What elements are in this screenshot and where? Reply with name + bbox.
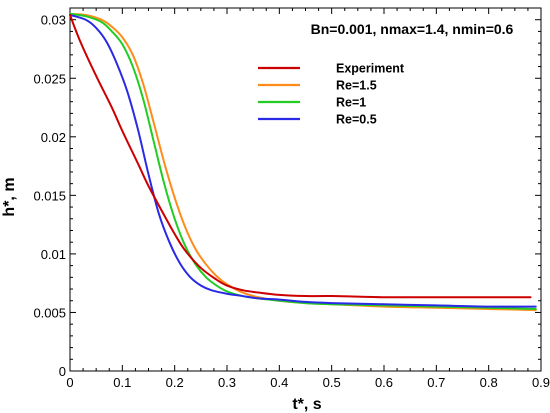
y-tick-label: 0.02 xyxy=(41,130,66,145)
x-axis: 0 0.1 0.2 0.3 0.4 0.5 0.6 0.7 0.8 0.9 xyxy=(66,8,550,390)
series-line-re-0-5 xyxy=(69,14,537,308)
y-axis: 0 0.005 0.01 0.015 0.02 0.025 0.03 xyxy=(33,7,541,379)
x-tick-label: 0.9 xyxy=(532,375,550,390)
series-line-re-1 xyxy=(69,12,537,310)
series-line-re-1-5 xyxy=(69,12,537,312)
y-tick-label: 0 xyxy=(59,364,66,379)
series-line-experiment xyxy=(69,14,532,299)
x-tick-label: 0.6 xyxy=(375,375,393,390)
legend-label: Re=1.5 xyxy=(336,79,377,93)
legend-label: Re=0.5 xyxy=(336,113,377,127)
x-tick-label: 0.5 xyxy=(323,375,341,390)
chart-annotation: Bn=0.001, nmax=1.4, nmin=0.6 xyxy=(311,21,514,37)
x-tick-label: 0.8 xyxy=(480,375,498,390)
y-tick-label: 0.005 xyxy=(33,305,66,320)
x-tick-label: 0.2 xyxy=(166,375,184,390)
legend-label: Re=1 xyxy=(336,96,366,110)
y-tick-label: 0.03 xyxy=(41,13,66,28)
x-tick-label: 0 xyxy=(66,375,73,390)
plot-area-frame xyxy=(69,7,542,372)
legend: Experiment Re=1.5 Re=1 Re=0.5 xyxy=(258,62,405,127)
x-axis-label: t*, s xyxy=(292,396,321,413)
legend-label: Experiment xyxy=(336,62,405,76)
y-tick-label: 0.015 xyxy=(33,188,66,203)
y-tick-label: 0.025 xyxy=(33,71,66,86)
x-tick-label: 0.1 xyxy=(113,375,131,390)
series-lines xyxy=(69,12,537,312)
y-tick-label: 0.01 xyxy=(41,247,66,262)
x-tick-label: 0.4 xyxy=(270,375,288,390)
x-tick-label: 0.7 xyxy=(427,375,445,390)
x-tick-label: 0.3 xyxy=(218,375,236,390)
y-axis-label: h*, m xyxy=(1,177,18,216)
